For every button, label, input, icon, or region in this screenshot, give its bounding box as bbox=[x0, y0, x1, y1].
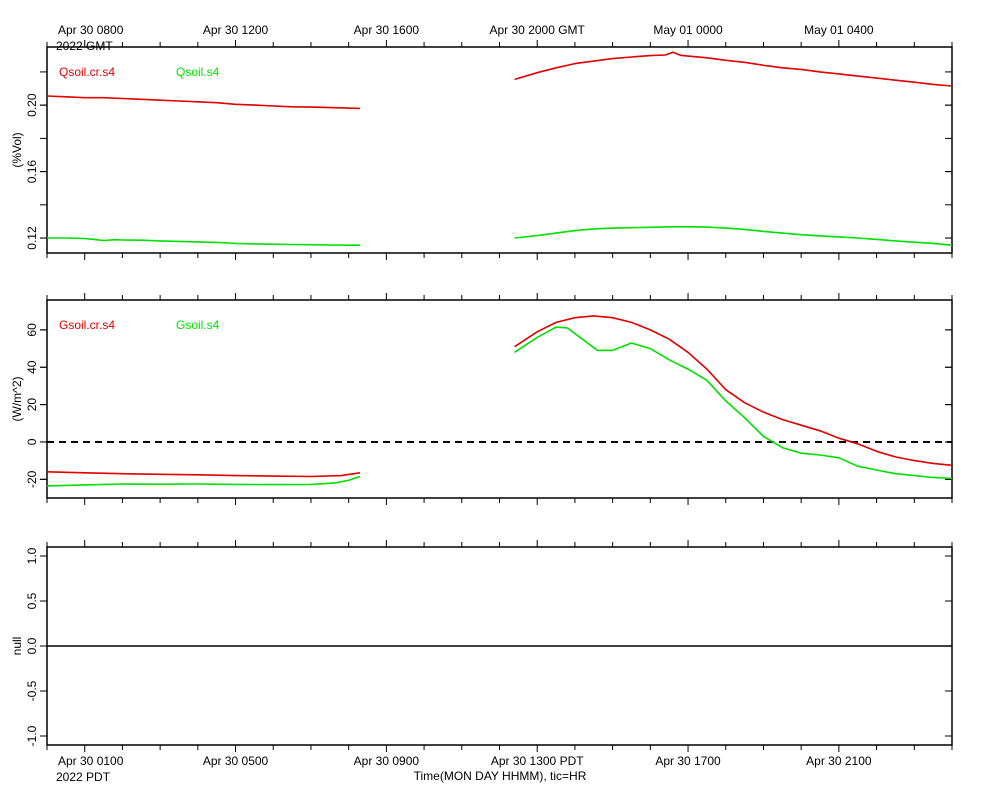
bottom-time-label: Apr 30 1700 bbox=[655, 754, 721, 768]
legend-entry: Qsoil.cr.s4 bbox=[59, 65, 115, 79]
series-line-gsoil-s4 bbox=[514, 326, 953, 480]
series-line-qsoil-cr-s4 bbox=[46, 95, 361, 110]
y-tick-label: 40 bbox=[25, 360, 39, 374]
series-line-qsoil-s4 bbox=[47, 237, 360, 246]
y-tick-label: 0.12 bbox=[25, 226, 39, 250]
soil-heat-flux-panel: -20 0 20 40 60 (W/m^2) Gsoil.cr.s4 Gsoil.s4 bbox=[10, 293, 953, 505]
top-time-label: Apr 30 0800 bbox=[58, 23, 124, 37]
y-tick-label: 0.5 bbox=[25, 592, 39, 609]
series-line-gsoil-cr-s4 bbox=[46, 471, 361, 478]
y-tick-label: 0.16 bbox=[25, 160, 39, 184]
y-tick-label: 0.20 bbox=[25, 93, 39, 117]
y-tick-label: 0 bbox=[25, 438, 39, 445]
bottom-time-label: Apr 30 2100 bbox=[806, 754, 872, 768]
top-time-label: Apr 30 1600 bbox=[354, 23, 420, 37]
y-tick-label: -0.5 bbox=[25, 680, 39, 701]
bottom-time-label: Apr 30 0900 bbox=[354, 754, 420, 768]
bottom-time-axis: Time(MON DAY HHMM), tic=HR Apr 30 0100 20… bbox=[56, 754, 872, 784]
y-tick-label: 60 bbox=[25, 323, 39, 337]
legend-entry: Gsoil.s4 bbox=[176, 318, 220, 332]
series-line-qsoil-s4 bbox=[514, 226, 953, 246]
y-tick-label: 0.0 bbox=[25, 637, 39, 654]
y-tick-label: 20 bbox=[25, 398, 39, 412]
y-tick-label: 1.0 bbox=[25, 547, 39, 564]
bottom-time-label: Apr 30 0100 bbox=[58, 754, 124, 768]
y-axis-label: null bbox=[10, 637, 24, 656]
bottom-time-label: Apr 30 1300 PDT bbox=[491, 754, 584, 768]
bottom-time-label: 2022 PDT bbox=[56, 770, 111, 784]
y-axis-label: (%Vol) bbox=[10, 132, 24, 167]
legend-entry: Qsoil.s4 bbox=[176, 65, 220, 79]
null-panel: -1.0 -0.5 0.0 0.5 1.0 null bbox=[10, 540, 953, 752]
top-time-label: Apr 30 1200 bbox=[203, 23, 269, 37]
y-axis-label: (W/m^2) bbox=[10, 377, 24, 422]
series-line-gsoil-s4 bbox=[46, 475, 361, 487]
y-tick-label: -1.0 bbox=[25, 725, 39, 746]
x-axis-title: Time(MON DAY HHMM), tic=HR bbox=[414, 769, 587, 783]
soil-moisture-panel: 0.12 0.16 0.20 (%Vol) Qsoil.cr.s4 Qsoil.s4 bbox=[10, 40, 953, 260]
top-time-label: May 01 0000 bbox=[653, 23, 723, 37]
top-time-label: May 01 0400 bbox=[804, 23, 874, 37]
series-line-gsoil-cr-s4 bbox=[514, 315, 953, 467]
bottom-time-label: Apr 30 0500 bbox=[203, 754, 269, 768]
series-line-qsoil-cr-s4 bbox=[514, 51, 953, 87]
y-tick-label: -20 bbox=[25, 470, 39, 488]
top-time-label: Apr 30 2000 GMT bbox=[490, 23, 586, 37]
legend-entry: Gsoil.cr.s4 bbox=[59, 318, 115, 332]
